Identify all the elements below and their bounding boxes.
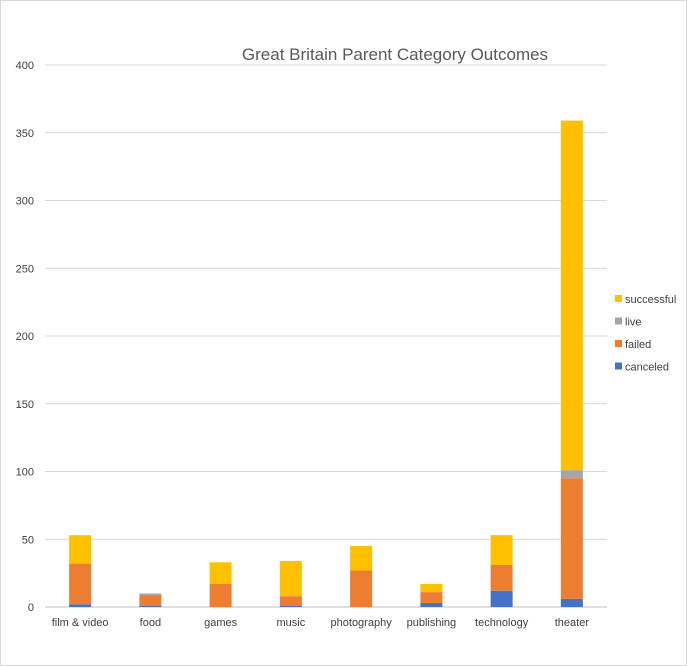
x-tick-label: theater: [555, 617, 590, 629]
bar-canceled: [279, 605, 302, 607]
bar-failed: [420, 592, 443, 603]
bar-failed: [279, 596, 302, 606]
y-tick-label: 250: [16, 263, 34, 275]
y-tick-label: 200: [16, 331, 34, 343]
legend-label: failed: [625, 339, 651, 351]
gridlines: [45, 64, 607, 608]
x-tick-label: music: [277, 617, 306, 629]
bar-failed: [350, 570, 373, 607]
legend-label: successful: [625, 294, 676, 306]
bar-successful: [560, 120, 583, 471]
bar-canceled: [490, 590, 513, 607]
bar-live: [560, 470, 583, 479]
x-tick-label: food: [140, 617, 161, 629]
bars: [69, 120, 583, 607]
y-tick-label: 350: [16, 128, 34, 140]
x-tick-label: film & video: [52, 617, 109, 629]
bar-successful: [69, 535, 92, 564]
y-tick-label: 100: [16, 467, 34, 479]
y-tick-label: 50: [22, 534, 34, 546]
legend: successful live failed canceled: [615, 294, 676, 374]
bar-failed: [69, 563, 92, 605]
y-axis: 0 50 100 150 200 250 300 350 400: [16, 60, 34, 614]
bar-canceled: [69, 604, 92, 607]
bar-canceled: [139, 605, 162, 607]
x-tick-label: photography: [331, 617, 393, 629]
legend-label: canceled: [625, 362, 669, 374]
legend-swatch: [615, 340, 622, 347]
x-tick-label: technology: [475, 617, 529, 629]
bar-live: [139, 593, 162, 595]
bar-successful: [490, 535, 513, 565]
bar-successful: [279, 560, 302, 597]
y-tick-label: 150: [16, 399, 34, 411]
y-tick-label: 0: [28, 602, 34, 614]
bar-failed: [209, 583, 232, 607]
y-tick-label: 300: [16, 196, 34, 208]
bar-failed: [490, 564, 513, 591]
y-tick-label: 400: [16, 60, 34, 72]
legend-label: live: [625, 317, 642, 329]
bar-canceled: [420, 602, 443, 607]
x-tick-label: games: [204, 617, 238, 629]
bar-successful: [350, 546, 373, 571]
x-tick-label: publishing: [407, 617, 457, 629]
bar-successful: [420, 583, 443, 593]
bar-failed: [139, 594, 162, 606]
bar-failed: [560, 478, 583, 599]
bar-canceled: [560, 598, 583, 607]
legend-swatch: [615, 317, 622, 325]
x-axis: film & video food games music photography pub…: [52, 617, 590, 629]
legend-swatch: [615, 362, 622, 370]
legend-swatch: [615, 295, 622, 302]
bar-successful: [209, 562, 232, 584]
chart-title: Great Britain Parent Category Outcomes: [242, 45, 548, 64]
